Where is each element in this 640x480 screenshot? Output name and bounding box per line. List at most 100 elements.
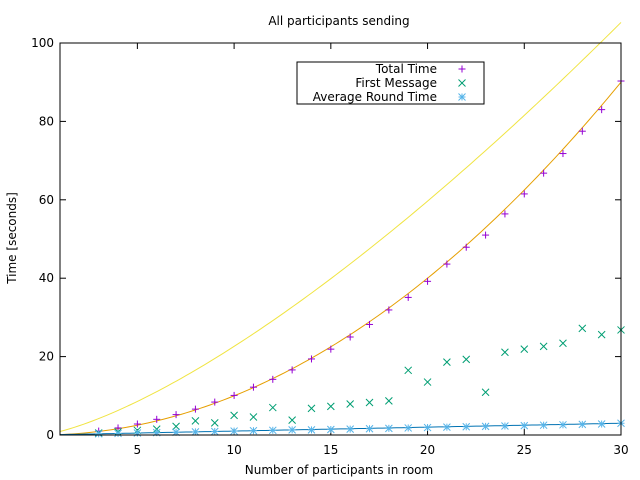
point-star — [559, 420, 567, 429]
point-plus — [385, 306, 393, 314]
point-cross — [288, 416, 296, 424]
x-tick-label: 10 — [226, 443, 241, 457]
point-cross — [443, 358, 451, 366]
point-plus — [307, 355, 315, 363]
point-plus — [482, 231, 490, 239]
point-plus — [230, 391, 238, 399]
point-plus — [346, 333, 354, 341]
point-plus — [404, 293, 412, 301]
point-plus — [559, 150, 567, 158]
legend-label: First Message — [355, 76, 437, 90]
x-axis-label: Number of participants in room — [245, 463, 433, 477]
point-plus — [327, 345, 335, 353]
point-cross — [365, 398, 374, 407]
point-cross — [172, 422, 180, 431]
point-plus — [211, 398, 219, 406]
point-cross — [385, 397, 393, 405]
legend-marker — [458, 93, 466, 101]
point-star — [404, 424, 413, 432]
y-axis-label: Time [seconds] — [5, 192, 19, 285]
point-plus — [191, 405, 199, 413]
point-star — [326, 425, 335, 434]
point-star — [268, 426, 277, 435]
point-cross — [578, 324, 587, 333]
point-star — [365, 424, 374, 433]
point-star — [249, 426, 258, 435]
x-tick-label: 20 — [420, 443, 435, 457]
plot-frame — [59, 42, 622, 436]
axis-ticks: 5 10 15 20 25 30 0 20 40 60 80 100 — [31, 36, 629, 457]
point-star — [288, 426, 296, 434]
y-tick-label: 0 — [46, 428, 54, 442]
point-cross — [191, 417, 200, 425]
point-plus — [153, 415, 161, 423]
point-plus — [462, 243, 470, 251]
point-cross — [346, 400, 355, 408]
point-star — [597, 420, 606, 428]
point-plus — [578, 127, 586, 135]
x-tick-label: 15 — [323, 443, 338, 457]
point-cross — [520, 345, 529, 354]
point-cross — [326, 402, 335, 411]
point-star — [443, 423, 451, 432]
y-tick-label: 60 — [39, 193, 54, 207]
fit-curve-1 — [59, 22, 622, 432]
point-star — [423, 423, 432, 432]
fit-curve-0 — [59, 81, 622, 436]
point-cross — [230, 411, 238, 420]
point-plus — [133, 420, 141, 428]
point-cross — [210, 418, 219, 427]
point-star — [520, 421, 529, 430]
point-star — [501, 422, 509, 430]
fit-curve-2 — [59, 422, 622, 436]
x-tick-label: 30 — [613, 443, 628, 457]
point-star — [191, 428, 200, 436]
point-plus — [540, 169, 548, 177]
point-star — [462, 422, 471, 431]
point-plus — [424, 277, 432, 285]
y-tick-label: 40 — [39, 271, 54, 285]
legend-marker — [458, 79, 466, 87]
point-plus — [443, 260, 451, 268]
data-points — [94, 77, 625, 438]
point-star — [230, 427, 238, 435]
point-cross — [423, 378, 432, 386]
point-star — [114, 429, 122, 438]
chart-title: All participants sending — [268, 14, 409, 28]
point-cross — [481, 388, 490, 397]
point-star — [481, 422, 490, 431]
point-star — [94, 429, 103, 438]
point-cross — [597, 330, 606, 339]
point-cross — [268, 403, 277, 412]
point-cross — [462, 355, 471, 364]
x-tick-label: 5 — [134, 443, 142, 457]
point-plus — [366, 320, 374, 328]
point-cross — [539, 342, 548, 351]
y-tick-label: 100 — [31, 36, 54, 50]
point-plus — [288, 366, 296, 374]
point-cross — [404, 366, 413, 375]
point-star — [385, 424, 393, 433]
y-tick-label: 20 — [39, 350, 54, 364]
point-plus — [501, 210, 509, 218]
point-cross — [249, 413, 258, 421]
point-star — [210, 427, 219, 436]
point-cross — [501, 348, 509, 357]
point-plus — [269, 375, 277, 383]
point-plus — [172, 411, 180, 419]
x-tick-label: 25 — [517, 443, 532, 457]
legend-box — [296, 61, 485, 105]
point-cross — [559, 339, 567, 348]
y-tick-label: 80 — [39, 114, 54, 128]
legend-label: Average Round Time — [313, 90, 437, 104]
legend-marker — [458, 65, 466, 73]
point-plus — [520, 190, 528, 198]
point-plus — [249, 383, 257, 391]
point-star — [307, 426, 316, 434]
point-star — [578, 420, 587, 429]
point-plus — [598, 106, 606, 114]
point-cross — [307, 404, 316, 413]
point-star — [539, 421, 548, 430]
